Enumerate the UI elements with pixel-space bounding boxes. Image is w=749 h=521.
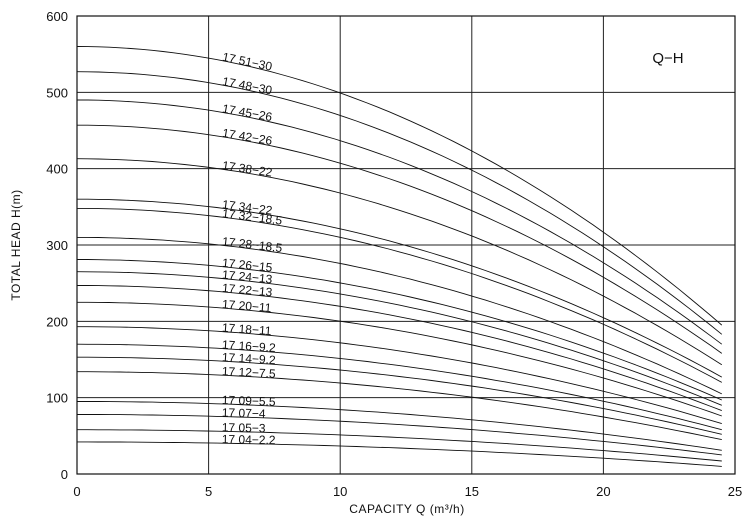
x-axis-title: CAPACITY Q (m³/h) [349,502,464,516]
series-line [77,429,722,462]
series-line [77,207,723,383]
series-label: 17 09−5.5 [222,393,277,409]
series-line [76,71,723,335]
x-tick-label: 20 [596,484,610,499]
series-label: 17 20−11 [222,297,273,315]
series-line [76,343,722,431]
series-label: 17 24−13 [221,267,273,286]
series-label: 17 38−22 [221,158,273,179]
series-label: 17 12−7.5 [222,364,277,381]
series-label: 17 42−26 [221,126,273,148]
y-tick-label: 0 [61,467,68,482]
series-line [76,271,722,406]
grid-layer [76,15,736,475]
x-tick-label: 25 [728,484,742,499]
series-line [77,285,722,412]
tick-layer: 0 5 10 15 20 25 0 100 200 300 400 500 600 [46,9,742,499]
x-tick-label: 15 [465,484,479,499]
y-tick-label: 100 [46,391,68,406]
curve-layer [76,46,723,467]
x-tick-label: 0 [73,484,80,499]
series-label: 17 16−9.2 [222,338,277,355]
series-line [77,356,722,435]
series-line [77,99,723,345]
series-label: 17 05−3 [222,420,266,435]
y-tick-label: 500 [46,85,68,100]
plot-frame [76,15,736,475]
y-tick-label: 600 [46,9,68,24]
series-line [76,46,723,326]
y-tick-label: 200 [46,314,68,329]
series-line [77,326,722,425]
series-label: 17 51−30 [221,50,273,74]
series-line [77,414,722,456]
y-tick-label: 300 [46,238,68,253]
corner-label: Q−H [652,50,683,67]
series-label: 17 45−26 [221,101,273,124]
series-line [77,301,722,417]
series-line [77,236,722,395]
series-label: 17 04−2.2 [222,432,276,447]
series-line [77,441,722,467]
series-label: 17 18−11 [222,321,273,339]
series-line [77,259,722,401]
series-label: 17 22−13 [221,281,273,300]
series-line [77,124,723,354]
series-label: 17 26−15 [221,256,273,275]
x-tick-label: 10 [333,484,347,499]
series-label: 17 14−9.2 [222,350,277,367]
series-label: 17 28−18.5 [221,234,283,255]
series-label: 17 32−18.5 [221,206,283,228]
y-axis-title: TOTAL HEAD H(m) [9,189,23,300]
series-line [77,371,722,441]
series-label: 17 07−4 [222,406,266,421]
series-line [77,401,722,451]
x-tick-label: 5 [205,484,212,499]
series-line [77,198,723,378]
series-label: 17 48−30 [221,74,273,97]
series-line [76,158,723,366]
y-tick-label: 400 [46,162,68,177]
series-label: 17 34−22 [221,197,273,217]
